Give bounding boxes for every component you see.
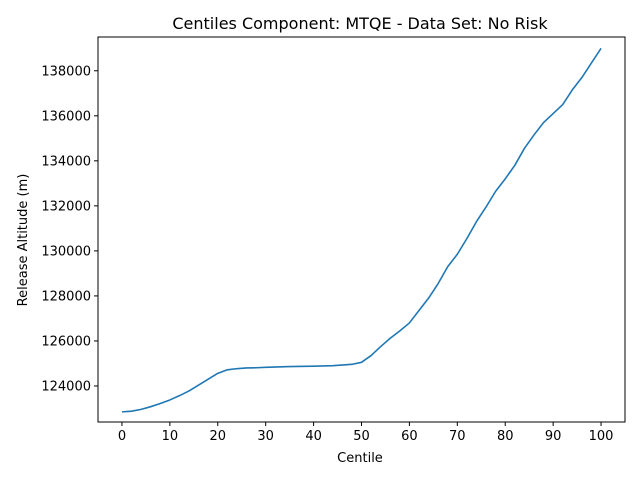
- x-tick-label: 30: [257, 429, 274, 444]
- y-tick-label: 132000: [41, 199, 91, 214]
- series-line: [121, 47, 602, 413]
- x-tick-label: 20: [209, 429, 226, 444]
- y-tick-label: 126000: [41, 334, 91, 349]
- chart-title: Centiles Component: MTQE - Data Set: No …: [172, 14, 548, 33]
- y-axis-label: Release Altitude (m): [16, 174, 31, 307]
- x-tick-label: 90: [545, 429, 562, 444]
- x-tick-label: 60: [401, 429, 418, 444]
- x-tick-label: 70: [449, 429, 466, 444]
- x-tick-label: 100: [589, 429, 614, 444]
- plot-area: 0 10 20 30 40 50 60 70 80 90 100 124000 126000 128000…: [41, 36, 626, 444]
- x-tick-label: 50: [353, 429, 370, 444]
- y-tick-label: 130000: [41, 244, 91, 259]
- y-tick-label: 128000: [41, 289, 91, 304]
- y-tick-label: 134000: [41, 154, 91, 169]
- x-tick-label: 80: [497, 429, 514, 444]
- y-tick-label: 124000: [41, 379, 91, 394]
- x-tick-label: 0: [118, 429, 126, 444]
- x-axis-label: Centile: [337, 451, 383, 466]
- y-tick-label: 136000: [41, 109, 91, 124]
- x-tick-label: 10: [162, 429, 179, 444]
- x-tick-label: 40: [305, 429, 322, 444]
- y-tick-label: 138000: [41, 64, 91, 79]
